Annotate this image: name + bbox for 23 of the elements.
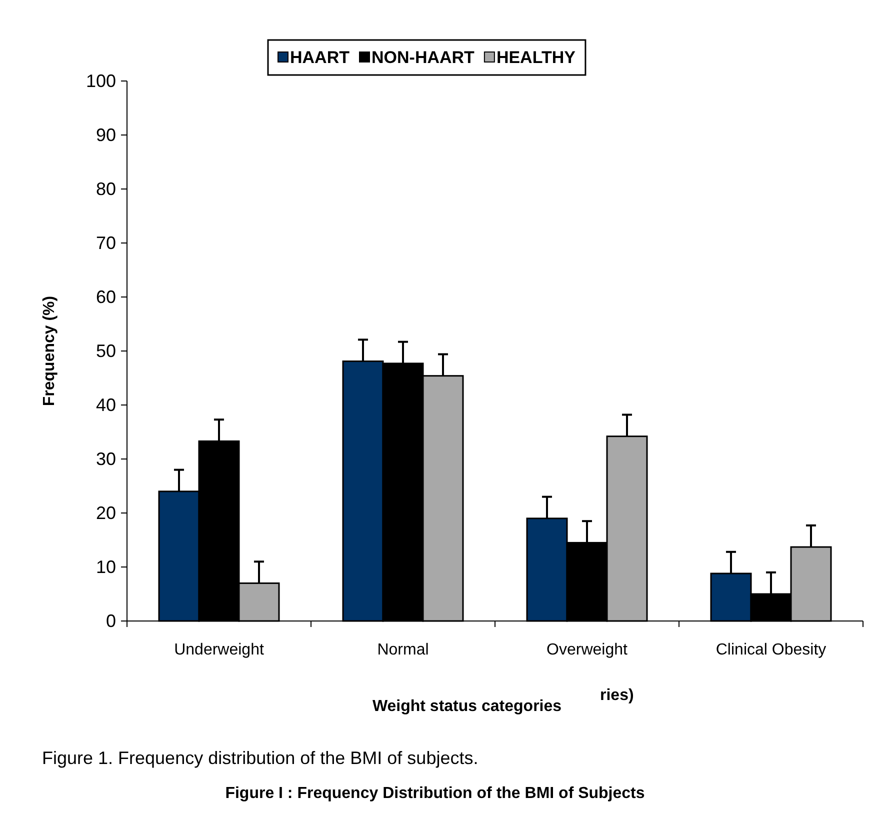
y-tick-label: 10 (96, 556, 116, 577)
x-tick-label: Underweight (174, 641, 264, 658)
y-tick-label: 30 (96, 448, 116, 469)
y-tick-label: 80 (96, 178, 116, 199)
y-tick-label: 90 (96, 124, 116, 145)
y-tick-label: 50 (96, 340, 116, 361)
x-tick-label: Normal (377, 641, 429, 658)
y-tick-label: 20 (96, 502, 116, 523)
x-tick-label: Clinical Obesity (716, 641, 826, 658)
legend-label: HEALTHY (496, 48, 576, 67)
legend-label: HAART (290, 48, 350, 67)
y-tick-label: 60 (96, 286, 116, 307)
y-tick-label: 0 (106, 610, 116, 631)
x-tick-label: Overweight (546, 641, 628, 658)
x-axis-title: Weight status categories (372, 698, 562, 715)
legend-label: NON-HAART (372, 48, 476, 67)
y-axis-title: Frequency (%) (41, 296, 58, 406)
y-tick-label: 100 (86, 70, 116, 91)
caption: Figure 1. Frequency distribution of the BMI of subjects. (42, 748, 478, 768)
text: ries) (600, 687, 634, 704)
text: Figure I : Frequency Distribution of the BMI of Subjects (225, 785, 645, 802)
y-tick-label: 40 (96, 394, 116, 415)
y-tick-label: 70 (96, 232, 116, 253)
